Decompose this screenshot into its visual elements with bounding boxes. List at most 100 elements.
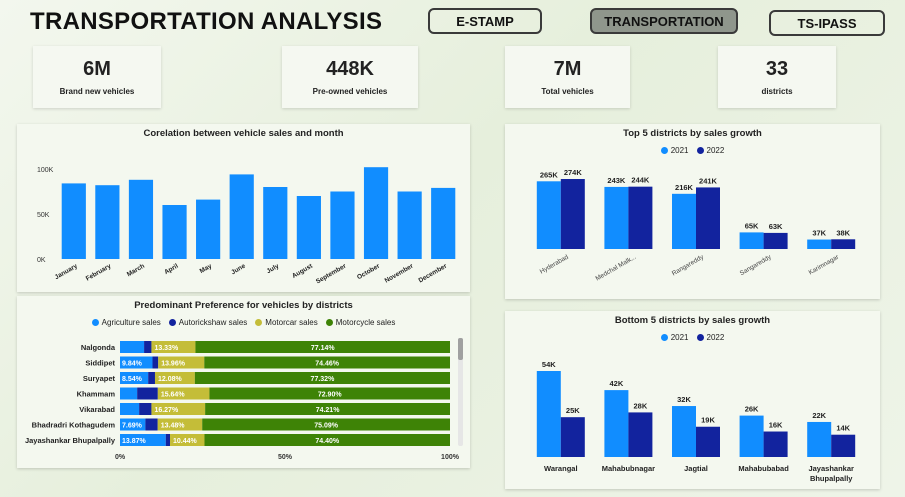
kpi-card-districts: 33 districts bbox=[718, 46, 836, 108]
data-label: 243K bbox=[607, 176, 626, 185]
kpi-label: districts bbox=[761, 87, 793, 96]
bar-2021-jayashankarbhupalpally bbox=[807, 421, 832, 457]
data-label: 54K bbox=[542, 360, 556, 369]
x-tick-label: June bbox=[230, 262, 247, 276]
bottom-districts-chart: 54K 25K Warangal 42K 28K Mahabubnagar 32K 19K Ja… bbox=[536, 360, 856, 483]
legend-item-2022[interactable]: 2022 bbox=[696, 146, 724, 155]
bar-april bbox=[162, 205, 187, 259]
bar-2022-mahabubabad bbox=[763, 431, 788, 457]
chart-legend: Agriculture sales Autorickshaw sales Mot… bbox=[17, 318, 470, 327]
bar-2022-sangareddy bbox=[763, 232, 788, 249]
segment-value-label: 77.32% bbox=[311, 376, 336, 383]
x-tick-label: 0% bbox=[115, 454, 126, 461]
scrollbar-track bbox=[458, 338, 463, 446]
segment-value-label: 13.96% bbox=[161, 361, 186, 368]
bar-july bbox=[263, 187, 288, 259]
nav-button-transportation[interactable]: TRANSPORTATION bbox=[590, 8, 738, 34]
legend-dot bbox=[696, 147, 704, 154]
data-label: 241K bbox=[699, 176, 718, 185]
segment-agriculture-sales bbox=[120, 434, 166, 446]
data-label: 38K bbox=[836, 228, 850, 237]
segment-motorcycle-sales bbox=[194, 372, 450, 384]
x-tick-label: Hyderabad bbox=[539, 253, 570, 275]
district-preference-chart-panel: Predominant Preference for vehicles by d… bbox=[17, 296, 470, 468]
chart-title: Predominant Preference for vehicles by d… bbox=[134, 300, 353, 311]
data-label: 32K bbox=[677, 395, 691, 404]
kpi-value: 6M bbox=[83, 58, 111, 80]
top-districts-chart: 265K 274K Hyderabad 243K 244K Medchal Malk...… bbox=[536, 168, 856, 282]
segment-agriculture-sales bbox=[120, 418, 146, 431]
bar-2022-warangal bbox=[560, 417, 585, 457]
legend-item-2022[interactable]: 2022 bbox=[696, 333, 724, 342]
category-label: Nalgonda bbox=[81, 343, 116, 352]
legend-item-agriculture[interactable]: Agriculture sales bbox=[91, 318, 161, 327]
legend-label: Motorcar sales bbox=[265, 318, 318, 327]
segment-value-label: 13.33% bbox=[154, 345, 179, 352]
segment-autorickshaw-sales bbox=[152, 356, 159, 369]
legend-item-motorcar[interactable]: Motorcar sales bbox=[255, 318, 318, 327]
segment-motorcar-sales bbox=[157, 387, 210, 400]
legend-dot bbox=[255, 319, 263, 326]
x-tick-label: July bbox=[266, 262, 281, 275]
x-tick-label: December bbox=[417, 262, 448, 284]
bar-2022-mahabubnagar bbox=[628, 412, 653, 457]
nav-button-e-stamp[interactable]: E-STAMP bbox=[428, 8, 542, 34]
legend-label: 2021 bbox=[670, 146, 689, 155]
data-label: 14K bbox=[836, 424, 850, 433]
segment-autorickshaw-sales bbox=[144, 341, 152, 353]
category-label: Suryapet bbox=[83, 374, 116, 383]
x-tick-label: November bbox=[384, 262, 415, 284]
kpi-label: Total vehicles bbox=[541, 87, 594, 96]
segment-value-label: 74.40% bbox=[315, 438, 340, 445]
legend-item-autorickshaw[interactable]: Autorickshaw sales bbox=[168, 318, 247, 327]
segment-value-label: 16.27% bbox=[154, 407, 179, 414]
x-tick-label: 50% bbox=[278, 454, 293, 461]
data-label: 19K bbox=[701, 416, 715, 425]
segment-value-label: 77.14% bbox=[311, 345, 336, 352]
kpi-value: 7M bbox=[553, 58, 582, 80]
segment-agriculture-sales bbox=[120, 341, 145, 353]
bar-january bbox=[61, 183, 86, 259]
legend-dot bbox=[696, 334, 704, 341]
bar-october bbox=[363, 167, 389, 259]
segment-motorcar-sales bbox=[151, 403, 206, 415]
district-preference-chart: Nalgonda 13.33% 77.14% Siddipet 9.84% 13.96% 7… bbox=[25, 338, 463, 461]
legend-item-2021[interactable]: 2021 bbox=[660, 333, 689, 342]
bar-2022-jayashankarbhupalpally bbox=[831, 434, 856, 457]
x-tick-label: September bbox=[315, 262, 348, 285]
bar-may bbox=[196, 199, 221, 259]
segment-agriculture-sales bbox=[120, 403, 140, 415]
legend-item-2021[interactable]: 2021 bbox=[660, 146, 689, 155]
data-label: 274K bbox=[564, 168, 583, 177]
bar-2022-medchalmalk bbox=[628, 186, 653, 249]
segment-agriculture-sales bbox=[120, 356, 153, 369]
segment-motorcycle-sales bbox=[204, 356, 450, 369]
kpi-card-pre-owned: 448K Pre-owned vehicles bbox=[282, 46, 418, 108]
bar-2021-jagtial bbox=[672, 406, 696, 457]
x-tick-label: March bbox=[126, 263, 146, 279]
category-label: Vikarabad bbox=[79, 405, 115, 414]
y-tick-label: 50K bbox=[37, 212, 50, 219]
x-tick-label: Sangareddy bbox=[739, 253, 774, 277]
segment-value-label: 74.21% bbox=[316, 407, 341, 414]
chart-legend: 2021 2022 bbox=[505, 333, 880, 342]
segment-value-label: 15.64% bbox=[161, 392, 186, 399]
kpi-label: Brand new vehicles bbox=[59, 87, 135, 96]
segment-value-label: 8.54% bbox=[122, 376, 143, 383]
bar-2021-karimnagar bbox=[807, 239, 832, 249]
bar-2021-sangareddy bbox=[739, 232, 764, 249]
segment-autorickshaw-sales bbox=[148, 372, 155, 384]
segment-motorcycle-sales bbox=[209, 387, 450, 400]
bar-december bbox=[431, 187, 456, 259]
x-tick-label: Mahabubnagar bbox=[602, 464, 655, 473]
scrollbar-thumb[interactable] bbox=[458, 338, 463, 360]
segment-motorcycle-sales bbox=[204, 434, 450, 446]
nav-button-ts-ipass[interactable]: TS-IPASS bbox=[769, 10, 885, 36]
legend-item-motorcycle[interactable]: Motorcycle sales bbox=[325, 318, 395, 327]
kpi-card-total: 7M Total vehicles bbox=[505, 46, 630, 108]
segment-motorcar-sales bbox=[157, 418, 203, 431]
legend-dot bbox=[91, 319, 99, 326]
x-tick-label: Bhupalpally bbox=[810, 474, 853, 483]
segment-autorickshaw-sales bbox=[139, 403, 152, 415]
bar-2021-rangareddy bbox=[672, 193, 696, 249]
